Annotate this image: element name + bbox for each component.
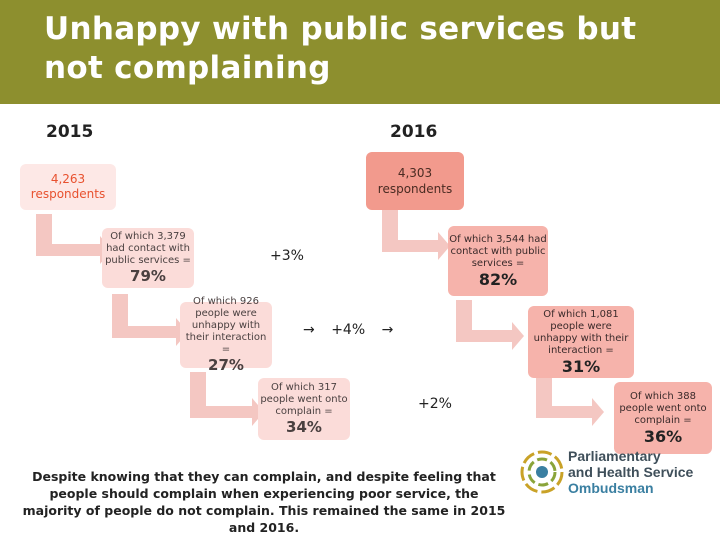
page-title: Unhappy with public services but not com…	[44, 11, 637, 86]
logo-line-1: Parliamentary	[568, 448, 661, 464]
diff-unhappy: +4%	[331, 322, 366, 338]
ombudsman-logo-mark	[520, 450, 564, 494]
arrow-right-icon: →	[381, 322, 394, 338]
respondents-2016-box: 4,303 respondents	[366, 152, 464, 210]
year-2015-label: 2015	[46, 122, 94, 142]
contact-2015-pct: 79%	[130, 267, 166, 285]
ombudsman-logo: Parliamentary and Health Service Ombudsm…	[520, 448, 710, 502]
diff-unhappy-row: → +4% →	[303, 322, 393, 338]
respondents-2016-text: 4,303 respondents	[377, 166, 453, 196]
complain-2016-box: Of which 388 people went onto complain =…	[614, 382, 712, 454]
unhappy-2016-pct: 31%	[561, 356, 601, 376]
complain-2015-box: Of which 317 people went onto complain =…	[258, 378, 350, 440]
complain-2016-pct: 36%	[643, 426, 683, 446]
respondents-2015-box: 4,263 respondents	[20, 164, 116, 210]
unhappy-2016-box: Of which 1,081 people were unhappy with …	[528, 306, 634, 378]
unhappy-2016-text: Of which 1,081 people were unhappy with …	[533, 308, 629, 356]
year-2016-label: 2016	[390, 122, 438, 142]
contact-2016-pct: 82%	[478, 269, 518, 289]
contact-2016-text: Of which 3,544 had contact with public s…	[449, 233, 547, 269]
complain-2016-text: Of which 388 people went onto complain =	[619, 390, 707, 426]
diff-complain: +2%	[418, 396, 452, 412]
footer-text: Despite knowing that they can complain, …	[22, 469, 506, 535]
unhappy-2015-text: Of which 926 people were unhappy with th…	[185, 296, 267, 355]
contact-2015-box: Of which 3,379 had contact with public s…	[102, 228, 194, 288]
diff-contact: +3%	[270, 248, 304, 264]
arrow-right-icon: →	[303, 322, 315, 338]
respondents-2015-text: 4,263 respondents	[30, 172, 106, 201]
unhappy-2015-box: Of which 926 people were unhappy with th…	[180, 296, 272, 374]
logo-line-3: Ombudsman	[568, 480, 654, 496]
contact-2016-box: Of which 3,544 had contact with public s…	[448, 226, 548, 296]
title-banner: Unhappy with public services but not com…	[0, 0, 720, 104]
unhappy-2015-pct: 27%	[208, 356, 244, 374]
contact-2015-text: Of which 3,379 had contact with public s…	[105, 231, 191, 266]
complain-2015-pct: 34%	[286, 418, 322, 436]
complain-2015-text: Of which 317 people went onto complain =	[260, 382, 348, 417]
logo-wordmark: Parliamentary and Health Service Ombudsm…	[568, 448, 693, 496]
logo-line-2: and Health Service	[568, 464, 694, 480]
